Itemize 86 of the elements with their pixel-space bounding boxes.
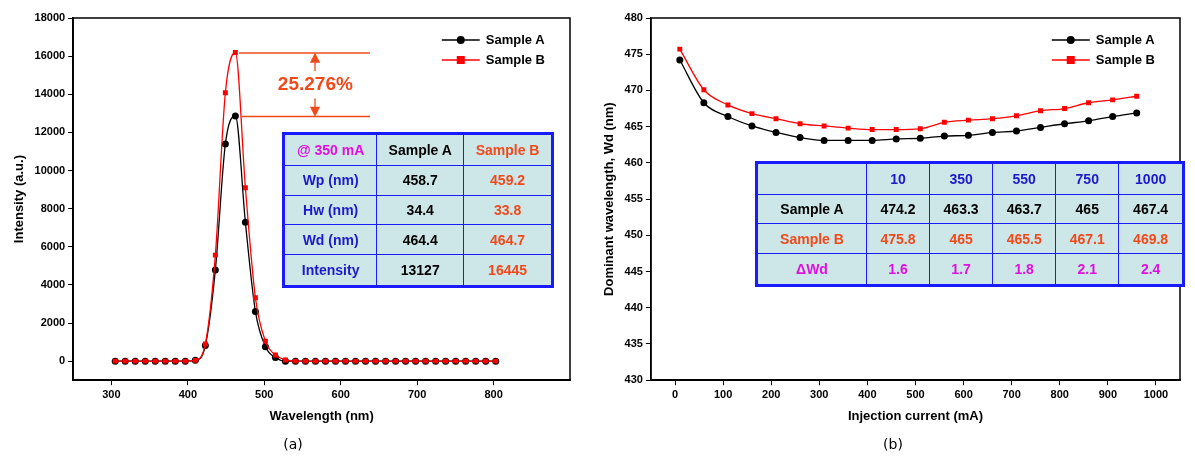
annotation: 34.4 xyxy=(376,195,464,225)
y-tick-label: 14000 xyxy=(34,87,66,100)
annotation: 2.4 xyxy=(1118,253,1184,286)
annotation: 10 xyxy=(866,162,930,195)
annotation: 469.8 xyxy=(1118,223,1184,254)
annotation: 1000 xyxy=(1118,162,1184,195)
text: (b) xyxy=(882,436,904,452)
y-tick-label: 0 xyxy=(59,354,66,367)
x-tick-label: 600 xyxy=(954,387,973,400)
annotation: 1.7 xyxy=(929,253,993,286)
legend-label: Sample B xyxy=(485,51,546,67)
annotation: 350 xyxy=(929,162,993,195)
annotation: @ 350 mA xyxy=(283,133,377,166)
annotation: 465.5 xyxy=(992,223,1056,254)
y-tick-label: 440 xyxy=(624,300,643,313)
y-tick-label: 8000 xyxy=(40,201,66,214)
annotation: Intensity xyxy=(283,254,377,287)
legend-label: Sample A xyxy=(1095,31,1156,47)
annotation: ΔWd xyxy=(756,253,867,286)
annotation: Sample A xyxy=(756,194,867,224)
y-tick-label: 445 xyxy=(624,264,643,277)
y-tick-label: 430 xyxy=(624,373,643,386)
annotation: 459.2 xyxy=(463,165,553,196)
annotation: 1.6 xyxy=(866,253,930,286)
x-tick-label: 200 xyxy=(762,387,781,400)
x-tick-label: 400 xyxy=(858,387,877,400)
annotation: 465 xyxy=(1055,194,1119,224)
y-tick-label: 460 xyxy=(624,155,643,168)
annotation: 2.1 xyxy=(1055,253,1119,286)
annotation: 1.8 xyxy=(992,253,1056,286)
x-axis-title: Wavelength (nm) xyxy=(269,407,374,423)
legend-label: Sample B xyxy=(1095,51,1156,67)
annotation: Hw (nm) xyxy=(283,195,377,225)
y-tick-label: 10000 xyxy=(34,163,66,176)
y-axis-title: Dominant wavelength, Wd (nm) xyxy=(601,102,617,296)
y-axis-title: Intensity (a.u.) xyxy=(11,155,27,244)
annotation: 464.7 xyxy=(463,224,553,255)
y-tick-label: 16000 xyxy=(34,49,66,62)
x-tick-label: 0 xyxy=(671,387,679,400)
x-tick-label: 800 xyxy=(1050,387,1069,400)
annotation: 463.7 xyxy=(992,194,1056,224)
y-tick-label: 4000 xyxy=(40,277,66,290)
annotation: 474.2 xyxy=(866,194,930,224)
x-tick-label: 900 xyxy=(1098,387,1118,400)
x-tick-label: 300 xyxy=(102,387,121,400)
x-tick-label: 700 xyxy=(1002,387,1021,400)
y-tick-label: 470 xyxy=(624,83,643,96)
annotation: Sample B xyxy=(463,133,553,166)
x-tick-label: 500 xyxy=(906,387,925,400)
x-tick-label: 800 xyxy=(484,387,503,400)
annotation: Wd (nm) xyxy=(283,224,377,255)
annotation: Wp (nm) xyxy=(283,165,377,196)
y-tick-label: 6000 xyxy=(40,239,66,252)
annotation: Sample B xyxy=(756,223,867,254)
y-tick-label: 480 xyxy=(624,11,643,24)
text: (a) xyxy=(282,436,304,452)
annotation: 467.1 xyxy=(1055,223,1119,254)
y-tick-label: 465 xyxy=(624,119,643,132)
x-tick-label: 600 xyxy=(331,387,350,400)
annotation: 33.8 xyxy=(463,195,553,225)
annotation: 467.4 xyxy=(1118,194,1184,224)
x-tick-label: 700 xyxy=(407,387,427,400)
annotation: 750 xyxy=(1055,162,1119,195)
annotation: 464.4 xyxy=(376,224,464,255)
y-tick-label: 450 xyxy=(624,228,643,241)
annotation: Sample A xyxy=(376,133,464,166)
x-tick-label: 500 xyxy=(255,387,274,400)
x-tick-label: 1000 xyxy=(1143,387,1169,400)
annotation: 463.3 xyxy=(929,194,993,224)
annotation: 16445 xyxy=(463,254,553,287)
x-tick-label: 400 xyxy=(178,387,198,400)
y-tick-label: 12000 xyxy=(34,125,66,138)
annotation: 458.7 xyxy=(376,165,464,196)
y-tick-label: 475 xyxy=(624,47,643,60)
annotation: 465 xyxy=(929,223,993,254)
annotation: 550 xyxy=(992,162,1056,195)
y-tick-label: 435 xyxy=(624,337,643,350)
annotation: 13127 xyxy=(376,254,464,287)
x-tick-label: 300 xyxy=(810,387,829,400)
y-tick-label: 2000 xyxy=(40,316,66,329)
y-tick-label: 455 xyxy=(624,192,643,205)
x-tick-label: 100 xyxy=(713,387,733,400)
annotation: 475.8 xyxy=(866,223,930,254)
legend-label: Sample A xyxy=(485,31,546,47)
y-tick-label: 18000 xyxy=(34,11,66,24)
x-axis-title: Injection current (mA) xyxy=(847,407,984,423)
